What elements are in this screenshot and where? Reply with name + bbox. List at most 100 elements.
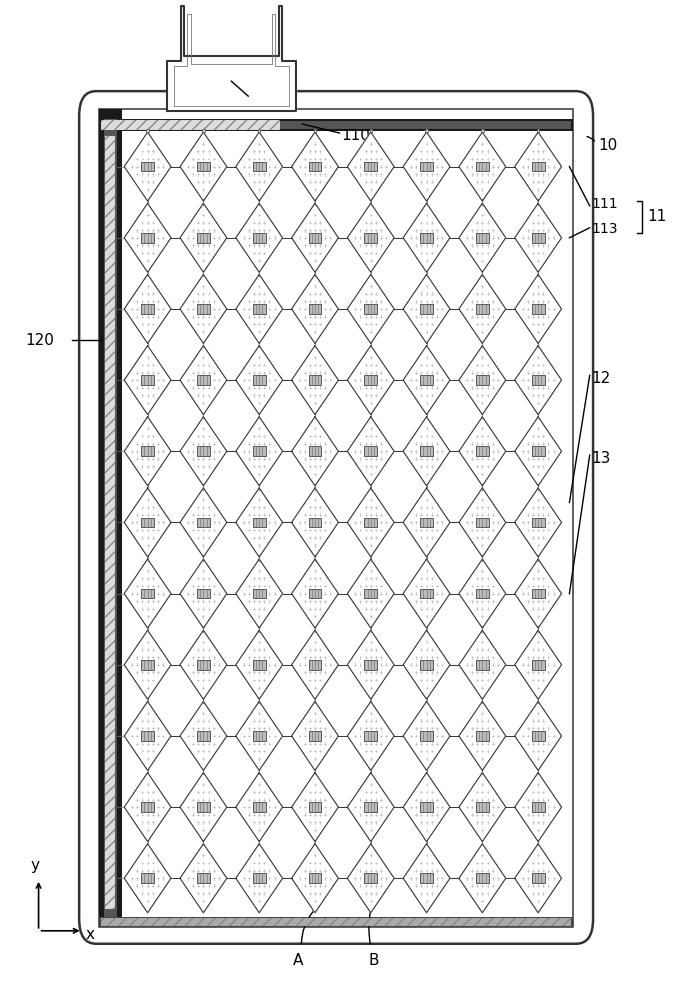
Polygon shape [236, 773, 282, 842]
Bar [253, 802, 265, 812]
FancyBboxPatch shape [79, 91, 593, 944]
Polygon shape [124, 132, 171, 201]
Text: 13: 13 [591, 451, 611, 466]
Bar [532, 873, 545, 883]
Bar [141, 304, 154, 314]
Bar [532, 375, 545, 385]
Text: 120: 120 [25, 333, 54, 348]
Polygon shape [459, 203, 506, 272]
Polygon shape [180, 488, 227, 557]
Bar [365, 233, 378, 243]
Polygon shape [236, 630, 282, 699]
Bar [476, 446, 489, 456]
Bar [532, 802, 545, 812]
Bar [197, 660, 210, 670]
Polygon shape [459, 559, 506, 628]
Polygon shape [236, 701, 282, 770]
Bar [365, 873, 378, 883]
Polygon shape [403, 773, 450, 842]
Bar [253, 375, 265, 385]
Bar [197, 731, 210, 741]
Bar [365, 446, 378, 456]
Polygon shape [459, 132, 506, 201]
Bar [197, 375, 210, 385]
Polygon shape [403, 559, 450, 628]
Polygon shape [124, 844, 171, 913]
Bar [253, 873, 265, 883]
Bar [253, 731, 265, 741]
Bar [141, 518, 154, 527]
Bar [481, 129, 483, 132]
Polygon shape [348, 417, 394, 486]
Polygon shape [403, 630, 450, 699]
Polygon shape [124, 417, 171, 486]
Polygon shape [515, 701, 562, 770]
Text: x: x [86, 927, 95, 942]
Polygon shape [348, 701, 394, 770]
Bar [100, 121, 572, 129]
Polygon shape [403, 203, 450, 272]
Text: y: y [31, 858, 39, 873]
Polygon shape [459, 844, 506, 913]
Polygon shape [180, 559, 227, 628]
Bar [141, 802, 154, 812]
Bar [308, 518, 321, 527]
Bar [308, 375, 321, 385]
Text: 110: 110 [342, 128, 371, 143]
Polygon shape [291, 701, 338, 770]
Polygon shape [180, 417, 227, 486]
Polygon shape [124, 559, 171, 628]
Polygon shape [459, 630, 506, 699]
Polygon shape [348, 274, 394, 343]
Polygon shape [236, 417, 282, 486]
Bar [197, 233, 210, 243]
Bar [420, 446, 433, 456]
Polygon shape [124, 773, 171, 842]
Bar [420, 589, 433, 598]
Polygon shape [459, 274, 506, 343]
Polygon shape [348, 203, 394, 272]
Polygon shape [291, 773, 338, 842]
Bar [532, 731, 545, 741]
Bar [532, 304, 545, 314]
Bar [308, 660, 321, 670]
Bar [308, 589, 321, 598]
Bar [253, 233, 265, 243]
Polygon shape [236, 132, 282, 201]
Polygon shape [291, 346, 338, 415]
Polygon shape [291, 488, 338, 557]
Bar [105, 136, 115, 909]
Polygon shape [291, 417, 338, 486]
Polygon shape [236, 346, 282, 415]
Bar [476, 660, 489, 670]
Bar [141, 233, 154, 243]
Polygon shape [515, 346, 562, 415]
Bar [147, 129, 149, 132]
Polygon shape [180, 346, 227, 415]
Bar [197, 446, 210, 456]
Bar [308, 162, 321, 171]
Bar [308, 802, 321, 812]
Polygon shape [291, 203, 338, 272]
Polygon shape [236, 559, 282, 628]
Bar [420, 731, 433, 741]
Bar [476, 375, 489, 385]
Bar [308, 731, 321, 741]
Bar [197, 162, 210, 171]
Bar [197, 802, 210, 812]
Polygon shape [403, 701, 450, 770]
Polygon shape [180, 274, 227, 343]
Bar [253, 304, 265, 314]
Bar [420, 375, 433, 385]
Bar [476, 873, 489, 883]
Bar [202, 129, 204, 132]
Bar [476, 518, 489, 527]
Polygon shape [124, 274, 171, 343]
Polygon shape [515, 844, 562, 913]
Polygon shape [459, 701, 506, 770]
Bar [253, 446, 265, 456]
Bar [253, 162, 265, 171]
Bar [476, 589, 489, 598]
Bar [99, 917, 573, 927]
Polygon shape [124, 346, 171, 415]
